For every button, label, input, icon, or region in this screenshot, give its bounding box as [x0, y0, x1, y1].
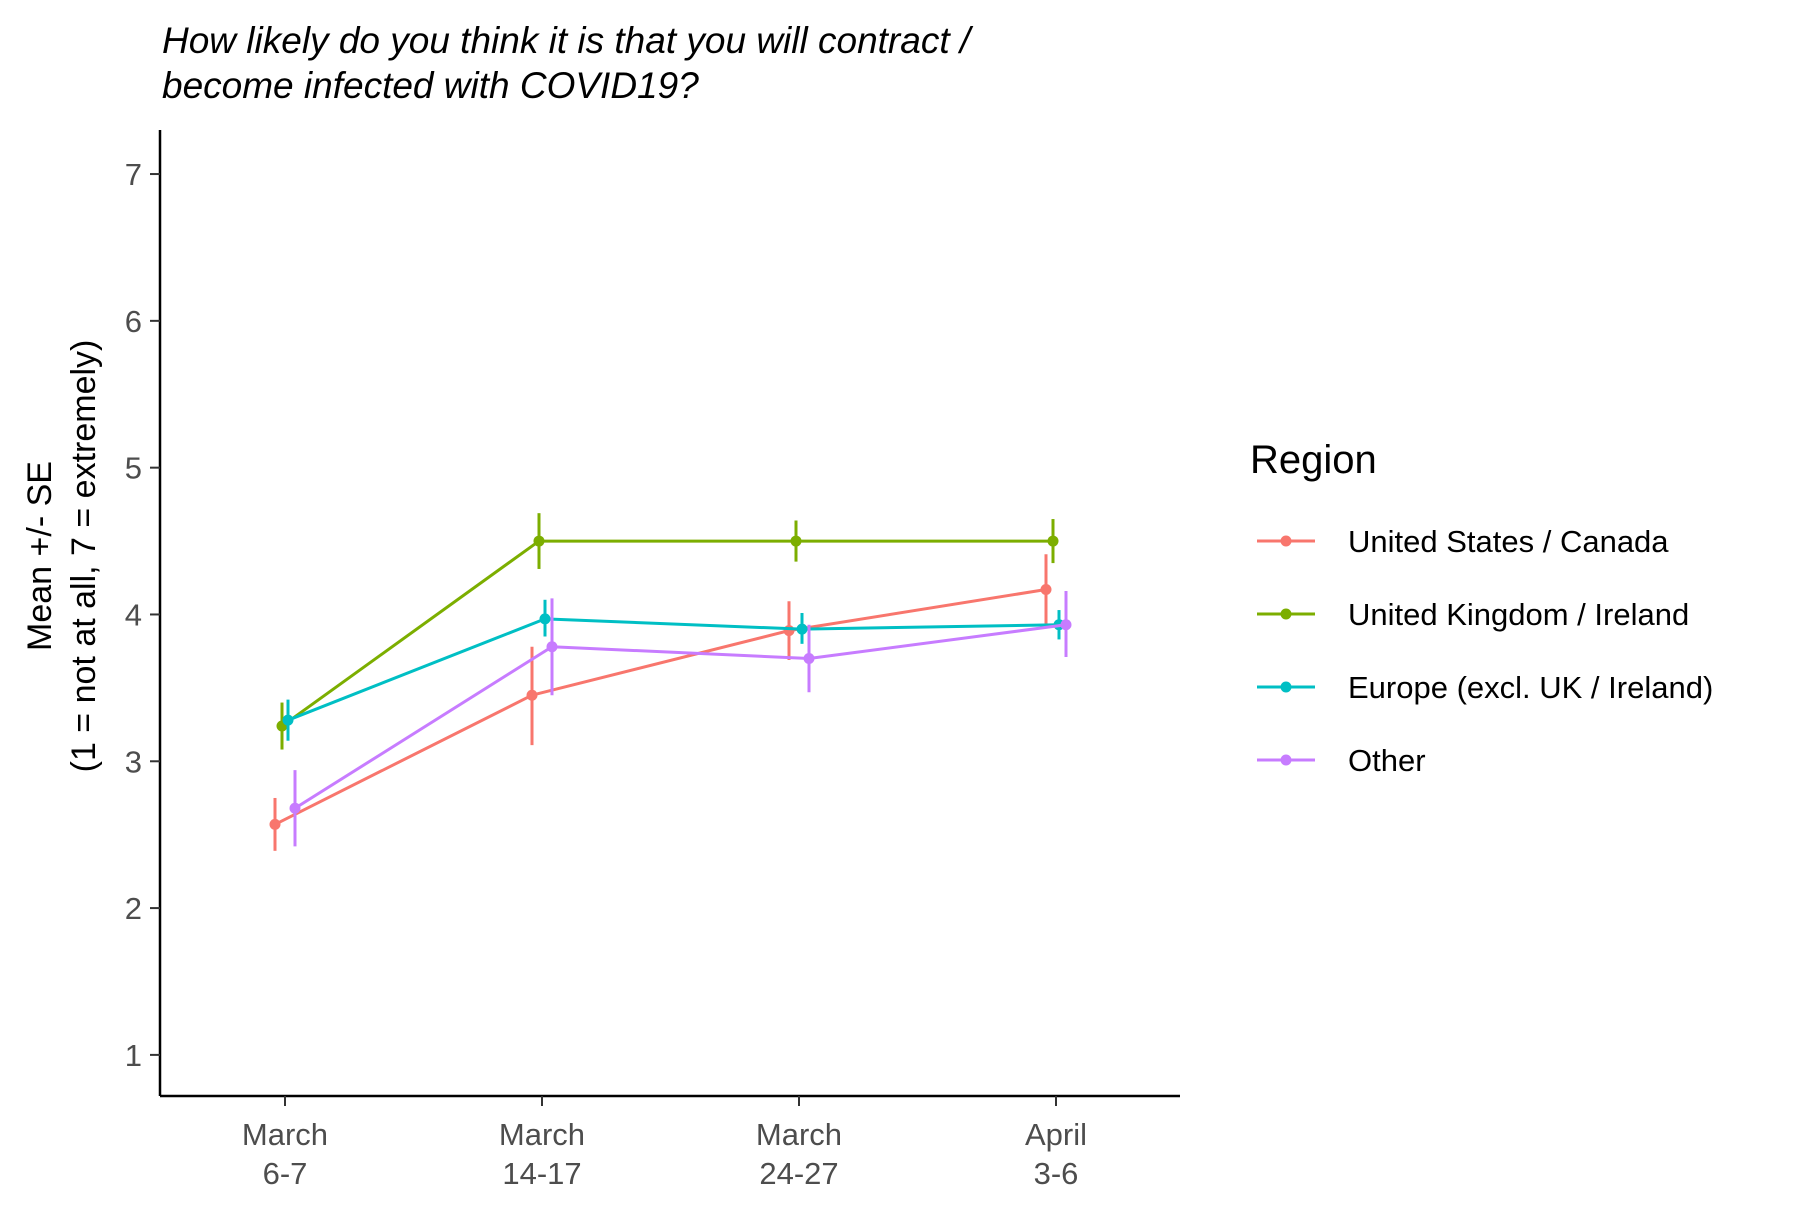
series-3: [289, 590, 1072, 847]
x-tick-label: March: [242, 1117, 328, 1152]
y-tick-label: 3: [125, 744, 142, 779]
legend-item: Europe (excl. UK / Ireland): [1257, 670, 1713, 705]
legend-item: United Kingdom / Ireland: [1257, 597, 1689, 632]
data-point: [526, 689, 538, 701]
y-tick-label: 5: [125, 451, 142, 486]
data-point: [790, 535, 802, 547]
legend-label: Europe (excl. UK / Ireland): [1348, 670, 1713, 705]
legend-label: United States / Canada: [1348, 524, 1669, 559]
series-0: [269, 554, 1052, 851]
legend-swatch-point: [1280, 754, 1292, 766]
y-axis-title: Mean +/- SE (1 = not at all, 7 = extreme…: [21, 340, 103, 773]
legend-swatch-point: [1280, 535, 1292, 547]
series-line: [294, 623, 1067, 810]
y-axis-title-line-1: Mean +/- SE: [21, 461, 59, 651]
series-line: [274, 588, 1047, 826]
data-point: [282, 714, 294, 726]
data-point: [289, 802, 301, 814]
legend-item: Other: [1257, 743, 1426, 778]
x-tick-label: March: [499, 1117, 585, 1152]
y-tick-label: 4: [125, 597, 142, 632]
chart-title-line-2: become infected with COVID19?: [162, 65, 699, 106]
x-tick-label: 14-17: [502, 1156, 581, 1191]
chart-title: How likely do you think it is that you w…: [162, 20, 974, 106]
x-tick-label: March: [756, 1117, 842, 1152]
y-tick-label: 2: [125, 891, 142, 926]
x-tick-label: 3-6: [1034, 1156, 1079, 1191]
series-line: [281, 539, 1053, 728]
data-point: [546, 641, 558, 653]
data-point: [269, 818, 281, 830]
legend: Region United States / Canada United King…: [1250, 438, 1713, 778]
axes: 1 2 3 4 5 6 7 March 6-7 March 14-17 March 24-27 April…: [125, 130, 1180, 1191]
legend-title: Region: [1250, 438, 1377, 482]
data-point: [1047, 535, 1059, 547]
data-point: [783, 625, 795, 637]
legend-swatch-point: [1280, 681, 1292, 693]
series-1: [276, 513, 1059, 750]
data-point: [796, 623, 808, 635]
x-tick-label: 6-7: [263, 1156, 308, 1191]
x-tick-label: April: [1025, 1117, 1087, 1152]
legend-swatch-point: [1280, 608, 1292, 620]
y-tick-label: 6: [125, 304, 142, 339]
y-tick-label: 1: [125, 1038, 142, 1073]
legend-label: Other: [1348, 743, 1426, 778]
x-tick-label: 24-27: [759, 1156, 838, 1191]
series-2: [282, 599, 1065, 741]
series-line: [287, 617, 1060, 722]
data-point: [539, 613, 551, 625]
data-point: [533, 535, 545, 547]
data-point: [803, 653, 815, 665]
chart-title-line-1: How likely do you think it is that you w…: [162, 20, 974, 61]
legend-item: United States / Canada: [1257, 524, 1669, 559]
legend-label: United Kingdom / Ireland: [1348, 597, 1689, 632]
data-point: [1060, 619, 1072, 631]
series-group: [269, 513, 1072, 851]
data-point: [1040, 584, 1052, 596]
y-axis-title-line-2: (1 = not at all, 7 = extremely): [65, 340, 103, 773]
y-tick-label: 7: [125, 157, 142, 192]
